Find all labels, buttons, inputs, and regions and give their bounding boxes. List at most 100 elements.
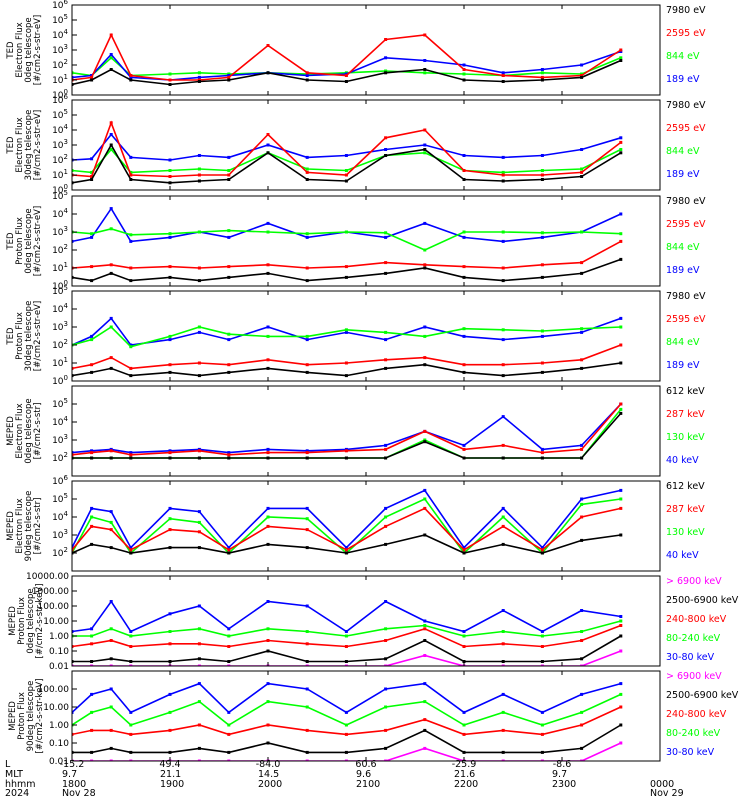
data-point — [423, 71, 427, 75]
data-point — [462, 546, 466, 550]
data-point — [90, 664, 94, 666]
data-point — [129, 366, 133, 370]
y-axis-label: Proton Flux — [17, 597, 27, 645]
data-point — [227, 546, 231, 550]
y-axis-label: TED — [6, 41, 16, 60]
data-point — [305, 279, 309, 283]
data-point — [109, 510, 113, 514]
data-point — [384, 71, 388, 75]
y-tick-label: 10.00 — [43, 703, 69, 713]
y-tick-label: 106 — [52, 0, 68, 11]
series-line-4 — [72, 635, 622, 663]
data-point — [580, 75, 584, 79]
data-point — [462, 235, 466, 239]
data-point — [197, 700, 201, 704]
data-point — [197, 71, 201, 75]
y-axis-label: 0deg telescope — [24, 398, 34, 463]
data-point — [423, 128, 427, 132]
data-point — [501, 155, 505, 159]
data-point — [168, 750, 172, 754]
data-point — [109, 746, 113, 750]
data-point — [619, 148, 623, 151]
data-point — [305, 232, 309, 236]
data-point — [129, 723, 133, 727]
data-point — [168, 642, 172, 646]
legend-entry: 130 keV — [666, 527, 705, 538]
data-point — [619, 316, 623, 320]
data-point — [501, 71, 505, 75]
y-axis-label: Proton Flux — [15, 217, 25, 265]
data-point — [197, 746, 201, 750]
data-point — [168, 334, 172, 338]
data-point — [305, 266, 309, 270]
data-point — [129, 551, 133, 555]
data-point — [129, 374, 133, 378]
data-point — [501, 170, 505, 174]
data-point — [266, 515, 270, 519]
series-group — [72, 402, 623, 460]
data-point — [197, 604, 201, 608]
data-point — [227, 75, 231, 79]
data-point — [423, 363, 427, 367]
data-point — [462, 548, 466, 552]
data-point — [305, 604, 309, 608]
data-point — [384, 687, 388, 691]
data-point — [197, 230, 201, 234]
data-point — [72, 732, 74, 736]
data-point — [462, 72, 466, 76]
data-point — [168, 232, 172, 236]
data-point — [501, 328, 505, 332]
y-tick-label: 105 — [52, 108, 68, 121]
y-axis-label: [#/cm2-s-str-keV] — [35, 679, 45, 754]
data-point — [580, 515, 584, 519]
data-point — [501, 515, 505, 519]
data-point — [501, 173, 505, 177]
x-tick-label: 2300 — [552, 779, 576, 790]
data-point — [266, 325, 270, 329]
series-line-1 — [72, 148, 622, 174]
data-point — [90, 506, 94, 510]
y-tick-label: 104 — [52, 207, 68, 220]
data-point — [619, 411, 623, 415]
data-point — [90, 750, 94, 754]
data-point — [423, 148, 427, 151]
data-point — [462, 154, 466, 157]
data-point — [168, 449, 172, 453]
data-point — [423, 440, 427, 444]
legend-entry: 844 eV — [666, 146, 700, 157]
series-line-4 — [72, 143, 622, 184]
y-axis-label: MEPED — [8, 606, 18, 636]
series-line-2 — [72, 497, 621, 555]
data-point — [305, 449, 309, 453]
y-axis-label: Proton Flux — [17, 692, 27, 740]
y-axis-label: [#/cm2-s-str-eV] — [33, 110, 43, 180]
data-point — [501, 443, 505, 447]
x-tick-label: -84.0 — [256, 759, 281, 770]
y-tick-label: 103 — [52, 225, 68, 238]
data-point — [227, 451, 231, 455]
data-point — [462, 660, 466, 663]
plot-frame — [71, 385, 661, 477]
legend-entry: 7980 eV — [666, 196, 706, 207]
data-point — [344, 275, 348, 279]
series-group — [72, 682, 623, 761]
data-point — [305, 750, 309, 754]
data-point — [344, 723, 348, 727]
data-point — [168, 517, 172, 521]
data-point — [109, 53, 113, 56]
series-group — [72, 600, 623, 666]
data-point — [580, 447, 584, 451]
data-point — [227, 363, 231, 367]
data-point — [90, 232, 94, 236]
data-point — [501, 524, 505, 528]
data-point — [423, 59, 427, 62]
y-tick-label: 101 — [52, 73, 68, 86]
y-axis-label: [#/cm2-s-str] — [33, 403, 43, 460]
data-point — [197, 627, 201, 631]
legend-entry: > 6900 keV — [666, 576, 722, 587]
data-point — [540, 630, 544, 633]
data-point — [580, 366, 584, 370]
data-point — [227, 275, 231, 279]
data-point — [462, 169, 466, 172]
